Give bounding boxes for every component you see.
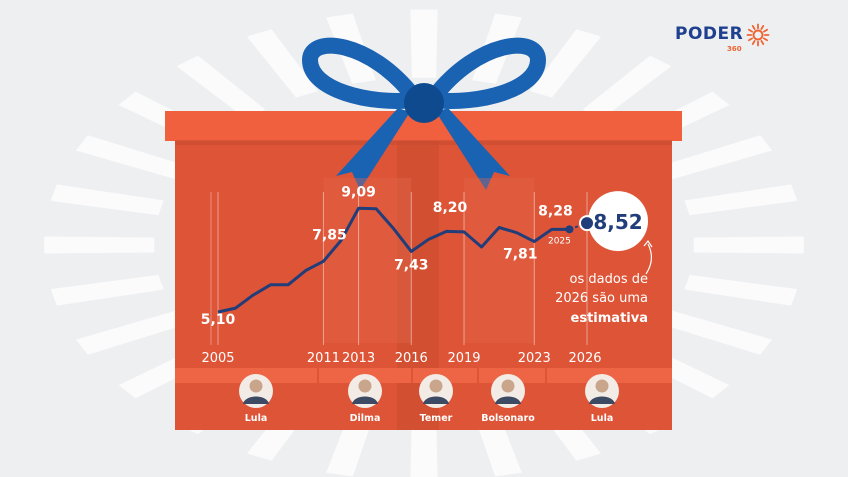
background-ray bbox=[661, 310, 773, 355]
bow bbox=[302, 37, 546, 190]
point-2025 bbox=[565, 225, 574, 234]
note-text: 2026 são uma bbox=[555, 291, 648, 306]
x-tick-label: 2016 bbox=[395, 351, 428, 366]
bow-knot bbox=[404, 83, 444, 123]
sun-ray bbox=[760, 25, 765, 31]
bow-loop-left bbox=[302, 37, 422, 109]
chart-area: 5,10 7,85 9,09 7,43 8,20 7,81 8,28 2025 8,52 2005… bbox=[201, 178, 653, 366]
president-name: Bolsonaro bbox=[481, 413, 535, 424]
sun-ray bbox=[752, 25, 756, 31]
point-2026 bbox=[579, 215, 595, 232]
x-tick-label: 2011 bbox=[307, 351, 340, 366]
data-label: 8,20 bbox=[433, 200, 468, 216]
series-line bbox=[217, 206, 570, 314]
president-name: Lula bbox=[591, 413, 613, 424]
bow-tail-left bbox=[336, 108, 410, 190]
data-label-sub: 2025 bbox=[548, 236, 571, 246]
background-ray bbox=[661, 135, 773, 180]
sun-ray bbox=[763, 37, 769, 42]
background-ray bbox=[75, 310, 187, 355]
term-shade bbox=[464, 178, 535, 343]
background-ray bbox=[75, 135, 187, 180]
portrait-body-icon bbox=[243, 396, 269, 404]
gift-lid-shadow bbox=[175, 140, 672, 145]
term-band bbox=[175, 368, 672, 383]
president-name: Lula bbox=[245, 413, 267, 424]
data-label: 7,43 bbox=[394, 257, 429, 273]
x-tick-label: 2005 bbox=[201, 351, 234, 366]
note-text: estimativa bbox=[571, 311, 648, 326]
poder360-logo: PODER 360 bbox=[675, 23, 770, 53]
president-name: Dilma bbox=[350, 413, 381, 424]
bow-tail-right bbox=[436, 108, 510, 190]
data-label: 9,09 bbox=[341, 184, 376, 200]
sun-ray bbox=[748, 37, 754, 42]
data-label: 5,10 bbox=[201, 312, 236, 328]
x-tick-label: 2019 bbox=[447, 351, 480, 366]
background-ray bbox=[50, 274, 164, 306]
note-text: os dados de bbox=[570, 272, 648, 287]
background-ray bbox=[246, 29, 318, 98]
background-ray bbox=[44, 236, 155, 254]
background-ray bbox=[530, 29, 602, 98]
data-label: 8,52 bbox=[593, 210, 642, 234]
temer-portrait-icon bbox=[429, 379, 443, 393]
note-arrow bbox=[645, 243, 653, 275]
arrow-head-icon bbox=[643, 239, 653, 248]
data-label: 8,28 bbox=[538, 203, 573, 219]
background-ray bbox=[684, 184, 798, 216]
portrait-body-icon bbox=[495, 396, 521, 404]
data-label: 7,85 bbox=[312, 227, 347, 243]
background-ray bbox=[410, 9, 438, 78]
sun-ray bbox=[748, 28, 754, 33]
estimate-bubble bbox=[588, 191, 648, 252]
background-ray bbox=[684, 274, 798, 306]
lula-portrait-icon bbox=[249, 379, 263, 393]
president-band: Lula Dilma Temer Bolsonaro Lula bbox=[175, 368, 672, 424]
portrait-body-icon bbox=[423, 396, 449, 404]
sun-ray bbox=[763, 28, 769, 33]
sun-icon bbox=[746, 23, 770, 47]
background-ray bbox=[50, 184, 164, 216]
background-ray bbox=[582, 55, 672, 119]
term-shade bbox=[323, 178, 412, 343]
sun-ray bbox=[760, 39, 765, 45]
x-tick-label: 2026 bbox=[568, 351, 601, 366]
x-tick-label: 2013 bbox=[342, 351, 375, 366]
president-name: Temer bbox=[420, 413, 453, 424]
background-ray bbox=[693, 236, 804, 254]
dilma-portrait-icon bbox=[358, 379, 372, 393]
portrait-body-icon bbox=[589, 396, 615, 404]
bolsonaro-portrait-icon bbox=[501, 379, 515, 393]
sun-ray bbox=[752, 39, 756, 45]
portrait-body-icon bbox=[352, 396, 378, 404]
bow-loop-right bbox=[426, 37, 546, 109]
background-ray bbox=[176, 55, 266, 119]
lula-portrait-icon bbox=[595, 379, 609, 393]
logo-sub: 360 bbox=[727, 45, 742, 53]
x-tick-label: 2023 bbox=[518, 351, 551, 366]
data-label: 7,81 bbox=[503, 247, 538, 263]
logo-wordmark: PODER bbox=[675, 24, 744, 44]
